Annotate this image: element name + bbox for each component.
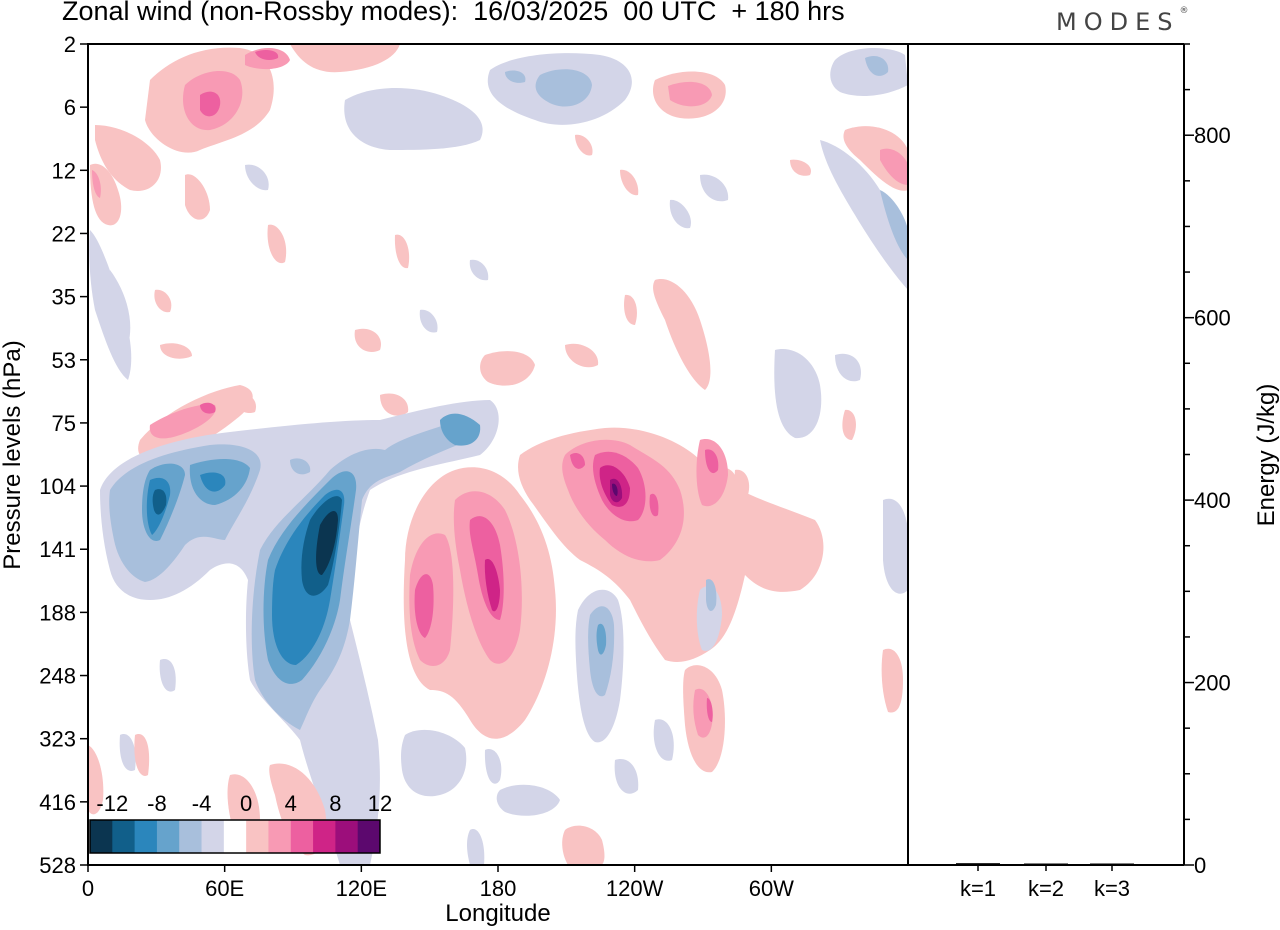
x-tick-label: 0 [82, 876, 94, 901]
energy-category-label: k=3 [1094, 876, 1130, 901]
colorbar-swatch [313, 820, 336, 853]
negative-region [90, 579, 722, 865]
colorbar-swatch [201, 820, 225, 853]
y-tick-label: 53 [52, 348, 76, 373]
positive-region [138, 385, 253, 462]
y-axis-title: Pressure levels (hPa) [0, 340, 26, 569]
energy-tick-label: 0 [1194, 853, 1206, 878]
energy-axis-ticks: 0 200 400 600 800 [1184, 43, 1231, 878]
colorbar: -12 -8 -4 0 4 8 12 [89, 791, 392, 854]
y-tick-label: 141 [39, 537, 76, 562]
energy-category-label: k=2 [1028, 876, 1064, 901]
y-tick-label: 528 [39, 853, 76, 878]
y-tick-label: 6 [64, 95, 76, 120]
energy-tick-label: 200 [1194, 671, 1231, 696]
colorbar-label: 4 [285, 791, 297, 816]
colorbar-swatch [268, 820, 292, 853]
energy-tick-label: 600 [1194, 306, 1231, 331]
energy-tick-label: 800 [1194, 123, 1231, 148]
positive-region [403, 467, 556, 739]
y-tick-label: 188 [39, 600, 76, 625]
colorbar-swatch [335, 820, 359, 853]
colorbar-swatch [179, 820, 203, 853]
colorbar-swatch [290, 820, 314, 853]
colorbar-swatch [112, 820, 136, 853]
colorbar-swatch [223, 820, 247, 853]
energy-bar [1024, 863, 1068, 865]
x-axis-title: Longitude [445, 900, 550, 927]
y-tick-label: 12 [52, 158, 76, 183]
energy-axis-title: Energy (J/kg) [1253, 384, 1280, 527]
positive-region [154, 224, 856, 440]
negative-region [108, 259, 908, 594]
logo-text: MODES [1056, 8, 1180, 36]
y-tick-label: 75 [52, 411, 76, 436]
chart-title: Zonal wind (non-Rossby modes): 16/03/202… [62, 0, 845, 26]
positive-region [683, 469, 903, 773]
x-tick-label: 120W [606, 876, 664, 901]
y-tick-label: 323 [39, 727, 76, 752]
y-tick-label: 22 [52, 221, 76, 246]
x-tick-label: 60E [205, 876, 244, 901]
longitude-axis-ticks: 0 60E 120E 180 120W 60W [82, 865, 794, 901]
colorbar-swatch [90, 820, 113, 853]
colorbar-label: 0 [240, 791, 252, 816]
colorbar-swatch [357, 820, 381, 853]
logo-registered-mark: ® [1179, 6, 1189, 16]
y-tick-label: 416 [39, 790, 76, 815]
colorbar-label: 12 [368, 791, 392, 816]
energy-bars: k=1 k=2 k=3 [956, 863, 1134, 901]
wind-contour-field [88, 44, 908, 865]
x-tick-label: 180 [480, 876, 517, 901]
colorbar-label: -4 [192, 791, 212, 816]
y-tick-label: 35 [52, 285, 76, 310]
colorbar-label: -12 [96, 791, 128, 816]
pressure-axis-ticks: 2 6 12 22 35 53 75 104 141 188 248 323 416 528 [39, 32, 88, 878]
colorbar-label: -8 [147, 791, 167, 816]
modes-logo: MODES® [1056, 6, 1189, 36]
positive-core-region [518, 427, 824, 662]
colorbar-frame [89, 819, 381, 854]
energy-category-label: k=1 [960, 876, 996, 901]
negative-core-region [100, 400, 499, 865]
y-tick-label: 248 [39, 664, 76, 689]
colorbar-swatch [134, 820, 158, 853]
x-tick-label: 120E [336, 876, 387, 901]
positive-region [575, 71, 908, 196]
x-tick-label: 60W [749, 876, 794, 901]
colorbar-swatch [156, 820, 180, 853]
energy-bar [956, 863, 1000, 865]
y-tick-label: 2 [64, 32, 76, 57]
energy-tick-label: 400 [1194, 488, 1231, 513]
y-tick-label: 104 [39, 474, 76, 499]
energy-bar [1090, 863, 1134, 865]
positive-region [90, 44, 400, 226]
colorbar-label: 8 [329, 791, 341, 816]
colorbar-swatch [246, 820, 269, 853]
